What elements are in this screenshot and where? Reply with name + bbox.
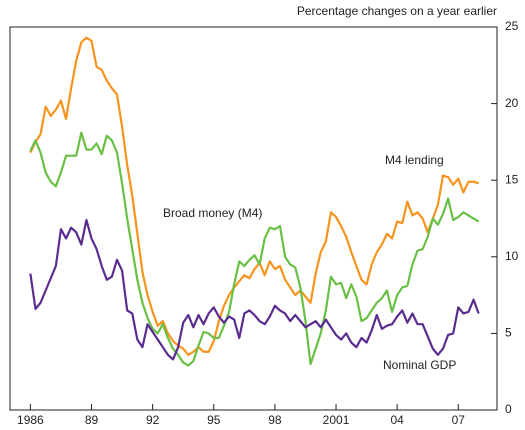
y-tick-label: 0 — [505, 402, 512, 416]
y-tick-label: 5 — [505, 326, 512, 340]
annotation: M4 lending — [385, 153, 444, 167]
series-line — [29, 36, 479, 356]
series-line — [29, 131, 480, 367]
annotation: Nominal GDP — [383, 358, 456, 372]
x-tick-label: 98 — [268, 413, 282, 427]
x-tick-label: 1986 — [17, 413, 44, 427]
y-tick-label: 25 — [505, 19, 519, 33]
x-tick-label: 89 — [85, 413, 99, 427]
series-line — [29, 218, 480, 361]
chart-subtitle: Percentage changes on a year earlier — [297, 4, 497, 18]
x-tick-label: 2001 — [323, 413, 350, 427]
x-tick-label: 92 — [146, 413, 160, 427]
y-tick-label: 20 — [505, 96, 519, 110]
y-tick-label: 10 — [505, 249, 519, 263]
annotation: Broad money (M4) — [163, 206, 262, 220]
x-tick-label: 04 — [390, 413, 404, 427]
x-tick-label: 95 — [207, 413, 221, 427]
x-tick-label: 07 — [452, 413, 466, 427]
plot-frame — [9, 26, 498, 411]
y-tick-label: 15 — [505, 172, 519, 186]
